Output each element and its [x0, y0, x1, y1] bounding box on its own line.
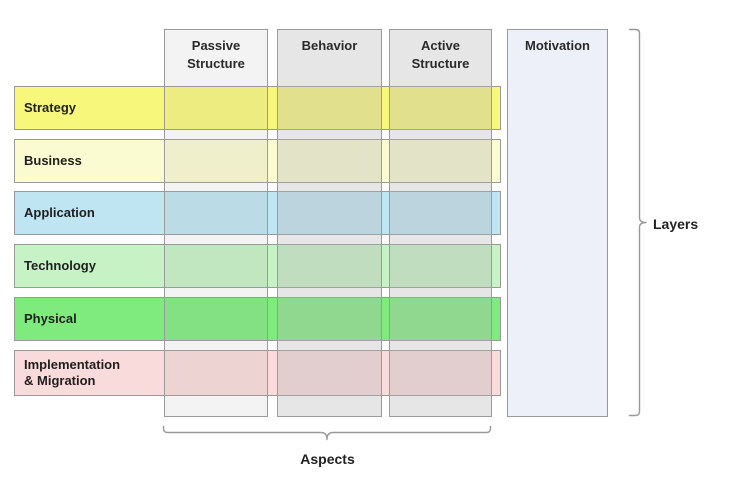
layer-row-physical: Physical — [14, 297, 501, 341]
layers-bracket — [628, 28, 647, 417]
aspect-column-passive-structure: Passive Structure — [164, 29, 268, 417]
layer-label-physical: Physical — [24, 310, 77, 326]
aspects-bracket — [162, 425, 492, 441]
aspect-label-active-structure: Active Structure — [411, 38, 470, 71]
layer-label-implementation-migration: Implementation & Migration — [24, 356, 121, 388]
layer-label-business: Business — [24, 152, 82, 168]
layer-row-business: Business — [14, 139, 501, 183]
layers-bracket-label: Layers — [653, 216, 699, 232]
layer-row-implementation-migration: Implementation & Migration — [14, 350, 501, 396]
aspects-bracket-label: Aspects — [300, 451, 355, 467]
aspect-label-passive-structure: Passive Structure — [187, 38, 245, 71]
motivation-label: Motivation — [525, 38, 590, 53]
motivation-column: Motivation — [507, 29, 608, 417]
aspect-label-behavior: Behavior — [301, 38, 358, 53]
layer-row-technology: Technology — [14, 244, 501, 288]
layer-row-strategy: Strategy — [14, 86, 501, 130]
aspect-column-active-structure: Active Structure — [389, 29, 492, 417]
layer-label-application: Application — [24, 204, 95, 220]
layer-label-technology: Technology — [24, 257, 96, 273]
layer-row-application: Application — [14, 191, 501, 235]
aspect-column-behavior: Behavior — [277, 29, 382, 417]
layer-label-strategy: Strategy — [24, 99, 77, 115]
